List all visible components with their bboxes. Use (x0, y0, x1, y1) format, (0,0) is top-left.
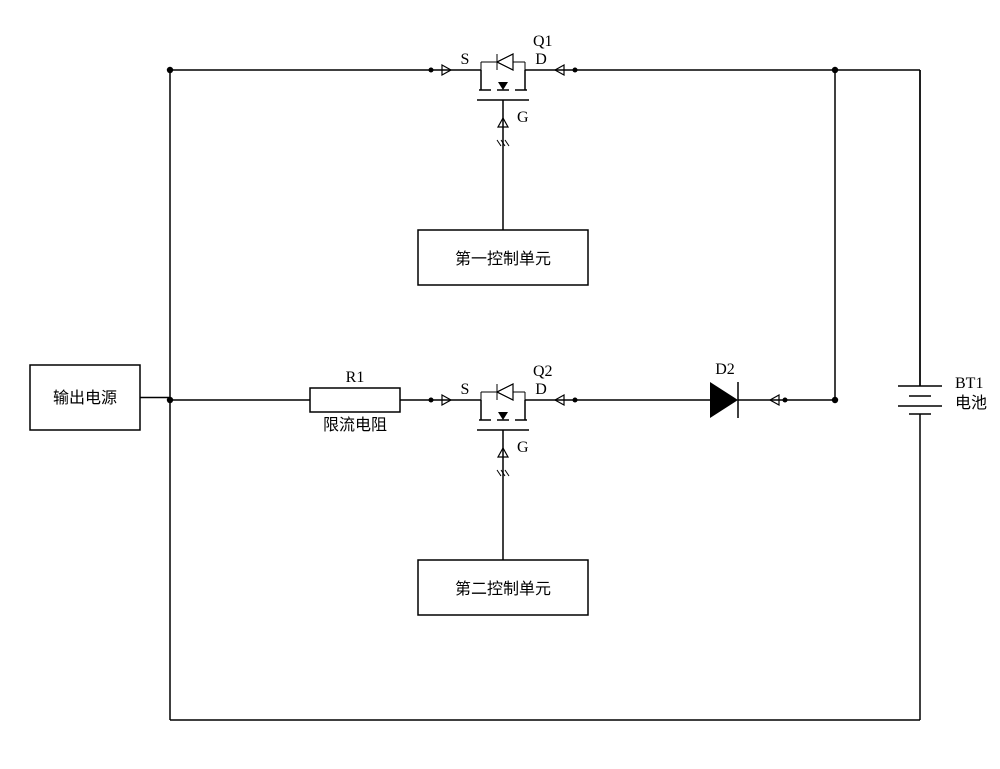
svg-text:D: D (535, 51, 547, 68)
svg-text:D: D (535, 381, 547, 398)
svg-text:第一控制单元: 第一控制单元 (455, 250, 551, 268)
svg-text:R1: R1 (346, 369, 365, 386)
svg-text:输出电源: 输出电源 (53, 389, 117, 407)
svg-text:Q2: Q2 (533, 363, 553, 380)
mosfet-Q2: S D G Q2 (458, 363, 553, 476)
svg-text:电池: 电池 (955, 394, 987, 412)
mosfet-Q1: S D G Q1 (458, 33, 553, 146)
svg-text:D2: D2 (715, 361, 735, 378)
svg-text:Q1: Q1 (533, 33, 553, 50)
svg-text:G: G (517, 109, 529, 126)
svg-text:S: S (461, 51, 470, 68)
svg-text:S: S (461, 381, 470, 398)
svg-text:G: G (517, 439, 529, 456)
svg-text:BT1: BT1 (955, 375, 983, 392)
svg-text:限流电阻: 限流电阻 (323, 416, 387, 434)
svg-text:第二控制单元: 第二控制单元 (455, 580, 551, 598)
